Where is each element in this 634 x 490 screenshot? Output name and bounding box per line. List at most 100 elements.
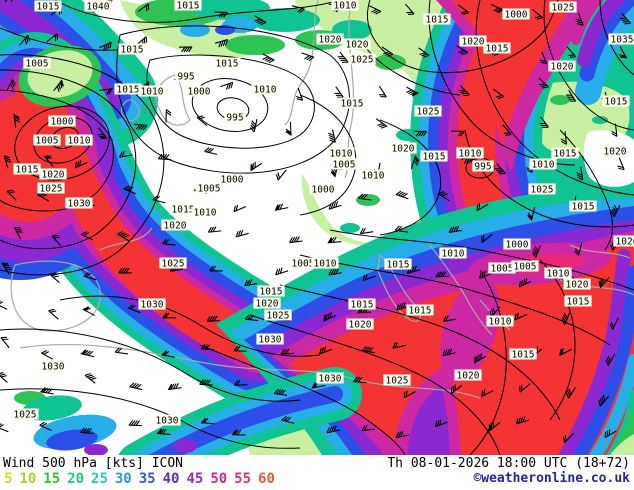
svg-text:1035: 1035 <box>611 35 634 46</box>
wind-barb-icon <box>134 123 148 131</box>
svg-text:1005: 1005 <box>198 184 221 195</box>
pressure-label: 1015 <box>569 200 597 213</box>
pressure-label: 1010 <box>529 158 557 171</box>
scale-value: 10 <box>19 471 37 487</box>
wind-barb-icon <box>98 88 113 95</box>
svg-text:1015: 1015 <box>426 15 449 26</box>
wind-barb-icon <box>488 421 501 432</box>
pressure-label: 1000 <box>309 183 337 196</box>
pressure-label: 1010 <box>138 85 166 98</box>
copyright-notice: ©weatheronline.co.uk <box>473 471 630 486</box>
wind-barb-icon <box>53 79 64 92</box>
wind-barb-icon <box>476 203 489 212</box>
svg-text:1005: 1005 <box>514 262 537 273</box>
wind-barb-icon <box>51 234 62 247</box>
wind-barb-icon <box>353 376 367 384</box>
wind-barb-icon <box>458 85 470 97</box>
wind-barb-icon <box>118 267 132 274</box>
pressure-label: 1015 <box>34 0 62 13</box>
pressure-label: 1010 <box>65 134 93 147</box>
pressure-label: 1025 <box>383 374 411 387</box>
isobar-line <box>539 259 576 421</box>
wind-barb-icon <box>220 81 234 90</box>
wind-barb-icon <box>328 268 342 276</box>
svg-text:1010: 1010 <box>194 208 217 219</box>
pressure-label: 1015 <box>384 258 412 271</box>
svg-text:1015: 1015 <box>341 99 364 110</box>
isobar-line <box>191 78 269 132</box>
wind-barb-icon <box>117 231 130 242</box>
svg-text:1015: 1015 <box>177 1 200 12</box>
wind-barb-icon <box>456 45 469 56</box>
wind-barb-icon <box>361 424 375 432</box>
svg-text:1010: 1010 <box>314 259 337 270</box>
scale-value: 55 <box>234 471 252 487</box>
wind-barb-icon <box>378 85 387 98</box>
wind-barb-icon <box>244 314 259 322</box>
wind-barb-icon <box>326 425 340 434</box>
coastline <box>121 99 140 122</box>
isobar-line <box>543 0 634 131</box>
wind-barb-icon <box>515 416 529 425</box>
wind-barb-icon <box>48 308 59 320</box>
pressure-label: 1020 <box>563 278 591 291</box>
pressure-label: 1025 <box>11 408 39 421</box>
wind-barb-icon <box>405 3 415 15</box>
wind-barb-icon <box>3 155 12 169</box>
svg-text:1025: 1025 <box>417 107 440 118</box>
pressure-label: 1010 <box>331 0 359 12</box>
wind-barb-icon <box>576 167 584 181</box>
pressure-label: 1025 <box>264 309 292 322</box>
svg-text:1040: 1040 <box>87 2 110 13</box>
wind-barb-icon <box>575 12 584 26</box>
svg-text:1030: 1030 <box>42 362 65 373</box>
svg-text:1015: 1015 <box>486 44 509 55</box>
svg-text:1015: 1015 <box>387 260 410 271</box>
wind-barb-icon <box>328 201 342 210</box>
svg-text:1015: 1015 <box>605 97 628 108</box>
wind-barb-icon <box>0 372 8 383</box>
isobar-line <box>0 89 114 212</box>
wind-barb-icon <box>381 46 394 57</box>
svg-text:1030: 1030 <box>141 300 164 311</box>
wind-barb-icon <box>451 130 465 137</box>
svg-text:1030: 1030 <box>259 335 282 346</box>
wind-patches-southwest <box>14 391 117 455</box>
svg-text:995: 995 <box>177 72 194 83</box>
wind-barb-icon <box>162 238 176 246</box>
svg-text:1000: 1000 <box>312 185 335 196</box>
wind-barb-icon <box>80 349 95 358</box>
svg-text:1030: 1030 <box>319 374 342 385</box>
wind-barb-icon <box>598 277 610 289</box>
wind-barb-icon <box>196 115 208 127</box>
svg-text:1025: 1025 <box>267 311 290 322</box>
svg-text:1010: 1010 <box>547 269 570 280</box>
pressure-label: 1025 <box>37 182 65 195</box>
pressure-label: 995 <box>224 111 246 124</box>
pressure-label: 1005 <box>330 158 358 171</box>
pressure-label: 1025 <box>348 53 376 66</box>
pressure-label: 1015 <box>564 295 592 308</box>
map-container: 1015 1040 1015 1010 1025 1000 1015 1020 1020 1020… <box>0 0 634 455</box>
wind-barb-icon <box>199 379 213 386</box>
svg-text:1015: 1015 <box>117 85 140 96</box>
wind-barb-icon <box>561 312 571 325</box>
pressure-label: 1000 <box>502 8 530 21</box>
pressure-label: 1010 <box>486 315 514 328</box>
pressure-label: 1015 <box>169 203 197 216</box>
isobar-line <box>199 344 406 455</box>
legend-datetime: Th 08-01-2026 18:00 UTC (18+72) <box>387 456 630 471</box>
svg-text:1010: 1010 <box>141 87 164 98</box>
coastline <box>569 244 631 259</box>
wind-barb-icon <box>301 52 315 62</box>
wind-barb-icon <box>403 390 416 399</box>
svg-text:1010: 1010 <box>532 160 555 171</box>
isobar-line <box>299 254 611 346</box>
svg-text:1015: 1015 <box>572 202 595 213</box>
legend-title: Wind 500 hPa [kts] ICON <box>3 456 184 471</box>
isobar-line <box>0 54 165 276</box>
wind-barb-icon <box>538 77 549 89</box>
wind-barb-icon <box>527 207 536 222</box>
